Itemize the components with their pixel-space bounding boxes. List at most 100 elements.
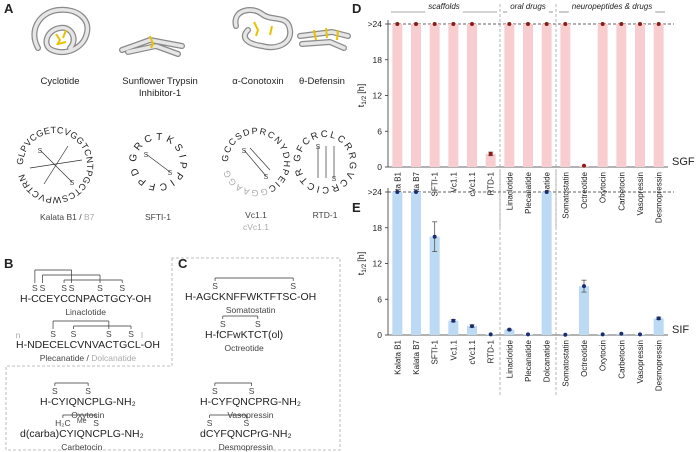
data-point [619, 22, 624, 26]
panel-label: D [352, 1, 361, 16]
data-point [582, 163, 586, 168]
bridge-atom: S [212, 281, 218, 291]
label: Carbetocin [61, 442, 102, 452]
data-point [414, 22, 418, 26]
cyclotide-cartoon [31, 6, 91, 56]
bar [579, 286, 589, 335]
y-label-part: [h] [356, 252, 366, 262]
x-tick-label: Plecanatide [524, 171, 533, 213]
label: Plecanatide / [40, 353, 90, 363]
x-tick-label: Octreotide [580, 171, 589, 208]
side-label: SIF [672, 324, 689, 336]
x-tick-label: Carbetocin [617, 340, 626, 379]
label: Vasopressin [227, 410, 273, 420]
data-point [656, 22, 661, 26]
group-label: scaffolds [428, 2, 460, 11]
sequence: H-AGCKNFFWKTFTSC-OH [185, 291, 316, 303]
bridge-atom: S [38, 148, 43, 155]
bridge-atom: S [255, 319, 261, 329]
y-tick-label: 18 [373, 55, 383, 65]
data-point [544, 190, 549, 194]
y-label-part: t [356, 104, 366, 107]
bar [392, 192, 403, 335]
x-tick-label: Dolcanatide [543, 339, 552, 382]
cyclic-sequence: GCCSDPRCNYDHPEICGGAAGG [220, 126, 292, 198]
y-tick-label: 18 [373, 223, 383, 233]
x-tick-label: Oxytocin [599, 172, 608, 203]
y-tick-label: 6 [377, 294, 382, 304]
bridge-atom: S [61, 283, 67, 293]
x-tick-label: Vc1.1 [449, 339, 458, 360]
label: Linaclotide [65, 307, 106, 317]
x-tick-label: cVc1.1 [468, 339, 477, 364]
methyl: Me [77, 418, 87, 425]
sequence: dCYFQNCPrG-NH₂ [200, 428, 292, 440]
bar [485, 153, 496, 167]
data-point [563, 22, 568, 26]
variant: B7 [84, 212, 95, 222]
x-tick-label: Vasopressin [636, 172, 645, 215]
bar [429, 24, 440, 167]
data-point [638, 22, 642, 26]
bridge-atom: S [264, 174, 269, 181]
x-tick-label: Plecanatide [524, 339, 533, 381]
ring-label: cVc1.1 [243, 222, 269, 232]
bridge-atom: S [40, 283, 46, 293]
bridge-atom: S [70, 180, 75, 187]
label: Desmopressin [219, 442, 274, 452]
bridge-atom: S [207, 418, 213, 428]
bridge-atom: S [50, 329, 56, 339]
data-point [507, 22, 512, 26]
scaffold-name: Sunflower Trypsin [122, 76, 198, 87]
peptide-label: Somatostatin [226, 305, 276, 315]
bar [616, 24, 627, 167]
scaffold-name: Cyclotide [40, 76, 79, 87]
panel-label: C [178, 256, 188, 271]
data-point [432, 234, 437, 239]
bar [653, 24, 664, 167]
bridge-atom: S [220, 319, 226, 329]
data-point [488, 332, 493, 337]
peptide-label: Octreotide [224, 343, 263, 353]
y-tick-label: >24 [368, 187, 383, 197]
bridge-atom: S [106, 329, 112, 339]
sequence-path: GRCTKSIPPICFPD [128, 132, 188, 192]
data-point [526, 22, 530, 26]
data-point [619, 331, 624, 336]
x-tick-label: Kalata B7 [412, 171, 421, 206]
sequence-path: GCCSDPRCNYDHPEICGGAAGG [220, 126, 292, 198]
x-tick-label: Octreotide [580, 339, 589, 376]
data-point [526, 332, 530, 337]
y-tick-label: 0 [377, 162, 382, 172]
label: Octreotide [224, 343, 263, 353]
scaffold-name: α-Conotoxin [232, 76, 283, 87]
bridge-atom: H₂C [55, 418, 71, 428]
x-tick-label: Desmopressin [655, 340, 664, 391]
ring-label: RTD-1 [313, 210, 338, 220]
x-tick-label: Kalata B1 [393, 339, 402, 374]
data-point [414, 190, 418, 194]
bridge-atom: S [71, 329, 77, 339]
bar [429, 236, 440, 335]
bar [411, 192, 421, 335]
y-tick-label: >24 [368, 19, 383, 29]
side-label: SGF [672, 156, 695, 168]
panel-box [5, 257, 341, 451]
group-label: oral drugs [510, 2, 546, 11]
data-point [451, 22, 456, 26]
bar [467, 24, 477, 167]
data-point [395, 190, 400, 194]
data-point [600, 332, 605, 337]
bridge-atom: S [32, 283, 38, 293]
sfti-cartoon [119, 35, 185, 57]
bridge-atom: S [332, 176, 337, 183]
sequence: d(carba)CYIQNCPLG-NH₂ [20, 428, 144, 440]
ring-label: Kalata B1 / B7 [40, 212, 95, 222]
variant: Dolcanatide [91, 353, 136, 363]
label: Kalata B1 / [40, 212, 82, 222]
x-tick-label: cVc1.1 [468, 171, 477, 196]
ring-label: SFTI-1 [145, 212, 171, 222]
data-point [600, 22, 605, 26]
y-label-part: 1/2 [361, 263, 368, 272]
